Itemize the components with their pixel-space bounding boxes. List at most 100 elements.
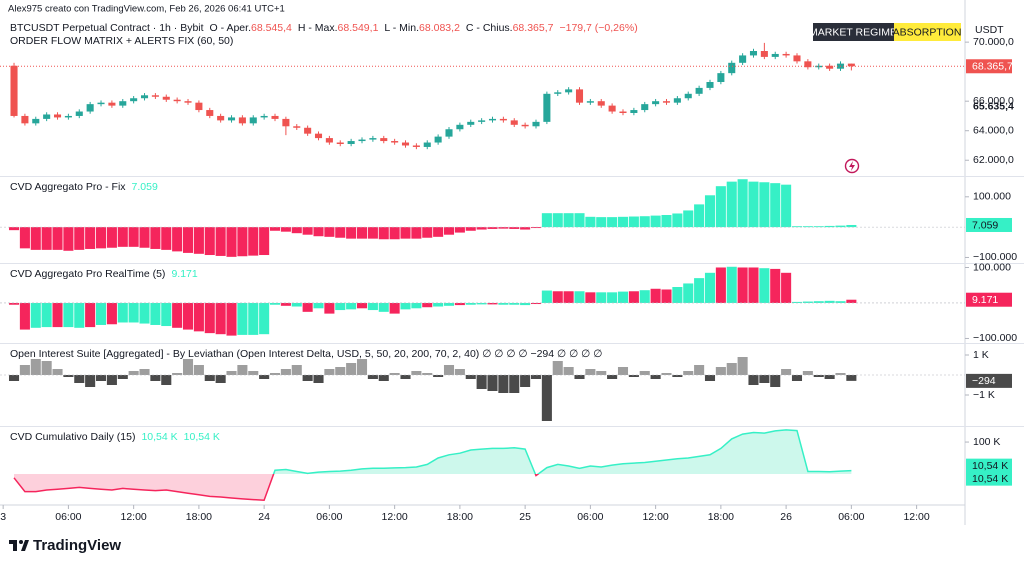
area-fill — [14, 429, 852, 501]
candle-body — [728, 62, 736, 74]
bar — [520, 375, 531, 387]
bar — [139, 302, 150, 324]
alert-bolt[interactable] — [849, 161, 855, 171]
bar — [661, 373, 672, 375]
bar — [585, 292, 596, 303]
bar — [193, 227, 204, 254]
candle-body — [434, 136, 442, 143]
bar — [726, 363, 737, 375]
logo-dot — [19, 540, 23, 544]
bar — [835, 301, 846, 303]
bar — [748, 375, 759, 385]
candle-body — [151, 95, 159, 97]
bar — [694, 204, 705, 228]
bar — [335, 367, 346, 375]
bar — [487, 302, 498, 305]
candle-body — [195, 102, 203, 111]
bar — [85, 302, 96, 328]
bar — [443, 227, 455, 235]
candle-body — [673, 98, 681, 103]
bar — [422, 373, 433, 375]
bar — [117, 302, 128, 323]
y-tick-label: 66.000,0 — [973, 95, 1014, 107]
bar — [30, 359, 41, 375]
regime-value: ABSORPTION — [893, 26, 962, 38]
candle-body — [173, 99, 181, 102]
candle-body — [140, 95, 149, 99]
candle-body — [75, 111, 83, 116]
bar — [226, 302, 237, 336]
bar — [520, 302, 531, 306]
regime-label-box — [813, 23, 894, 41]
last-value-tag — [966, 373, 1012, 388]
candle-body — [260, 115, 268, 118]
bar — [487, 375, 498, 391]
candle-body — [695, 87, 703, 94]
alert-ring[interactable] — [844, 158, 860, 174]
regime-value-box — [894, 23, 961, 41]
bar — [378, 227, 389, 240]
bar — [541, 213, 552, 228]
pane-title: CVD Aggregato Pro RealTime (5) — [10, 268, 165, 280]
candle-body — [162, 96, 170, 100]
alert-icon[interactable] — [844, 158, 860, 174]
bar — [150, 302, 161, 325]
bar — [846, 299, 857, 303]
bar — [802, 226, 813, 228]
bar — [8, 227, 20, 231]
bar — [63, 227, 74, 251]
brand: TradingView — [33, 537, 121, 554]
logo-slash — [21, 540, 29, 551]
bar — [30, 302, 41, 328]
bar — [802, 301, 813, 303]
bar — [248, 371, 259, 375]
bar — [541, 375, 552, 421]
bar — [846, 224, 857, 228]
bar — [563, 367, 574, 375]
bar — [161, 375, 172, 385]
bar — [335, 227, 346, 238]
bar — [63, 375, 74, 377]
candle-body — [445, 129, 453, 137]
bar — [215, 302, 226, 335]
legend-field-label: H - Max. — [298, 22, 338, 34]
bar — [95, 302, 107, 325]
bar — [759, 375, 770, 383]
bar — [41, 227, 52, 250]
bar — [367, 302, 378, 311]
bar — [204, 227, 215, 256]
bar — [813, 375, 824, 377]
bar — [704, 375, 716, 381]
bar — [781, 184, 792, 228]
last-value-tag — [966, 217, 1012, 232]
bar — [509, 375, 520, 393]
candle-body — [358, 139, 366, 142]
bar — [204, 302, 215, 334]
bar — [476, 375, 487, 389]
bar — [237, 365, 248, 375]
bar — [628, 291, 639, 303]
bar — [269, 373, 281, 375]
pane-title-value: 7.059 — [132, 181, 158, 193]
bar — [291, 365, 302, 375]
candle-body — [717, 73, 725, 82]
candle-body — [684, 93, 692, 99]
candle-body — [641, 104, 649, 111]
bar — [19, 227, 30, 249]
bar — [846, 375, 857, 381]
bar — [335, 302, 346, 311]
bar — [661, 289, 672, 303]
legend-field-label: O - Aper. — [210, 22, 251, 34]
bar — [726, 181, 737, 228]
bar — [628, 375, 639, 377]
legend-change: −179,7 (−0,26%) — [559, 22, 637, 34]
bar — [313, 375, 324, 383]
bar — [835, 225, 846, 228]
bar — [824, 375, 835, 379]
bar — [454, 369, 465, 375]
last-value-tag — [966, 471, 1012, 486]
x-tick-label: 06:00 — [55, 511, 81, 523]
y-tick-label: −100.000 — [973, 251, 1017, 263]
bar — [85, 375, 96, 387]
candle-body — [771, 53, 779, 57]
